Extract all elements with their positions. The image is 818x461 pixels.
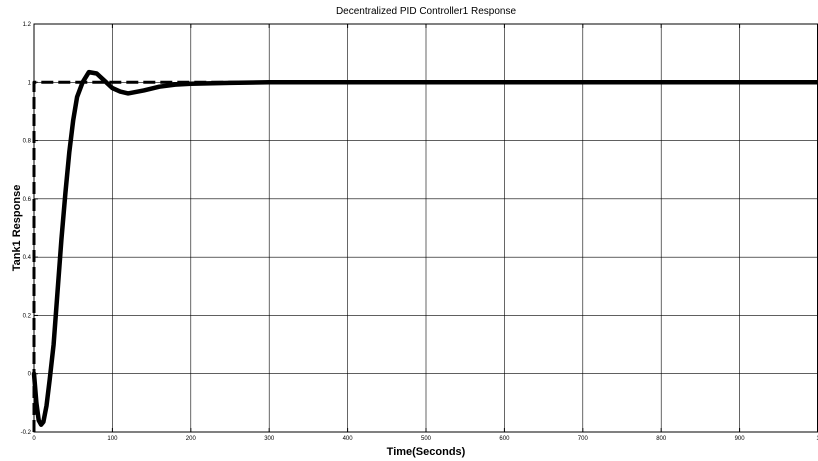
x-tick-label: 400 [343,436,354,442]
y-axis-label: Tank1 Response [11,185,23,272]
x-tick-label: 100 [107,436,118,442]
x-tick-label: 1 [816,436,818,442]
x-tick-label: 200 [186,436,197,442]
x-tick-label: 500 [421,436,432,442]
x-tick-label: 900 [735,436,746,442]
y-tick-label: 0.4 [23,255,32,261]
y-tick-label: 0 [28,372,32,378]
x-tick-label: 600 [499,436,510,442]
y-tick-label: 0.6 [23,197,32,203]
x-tick-label: 300 [264,436,275,442]
y-tick-label: 1.2 [23,22,32,28]
chart-title: Decentralized PID Controller1 Response [336,6,517,17]
y-tick-label: 0.2 [23,313,32,319]
y-tick-label: 0.8 [23,139,32,145]
grid-lines [34,24,818,432]
x-tick-label: 700 [578,436,589,442]
y-tick-label: -0.2 [21,430,32,436]
x-tick-label: 0 [32,436,36,442]
x-tick-label: 800 [656,436,667,442]
y-tick-label: 1 [28,80,32,86]
x-axis-label: Time(Seconds) [387,446,466,458]
axis-ticks: 01002003004005006007008009001-0.200.20.4… [21,22,818,442]
